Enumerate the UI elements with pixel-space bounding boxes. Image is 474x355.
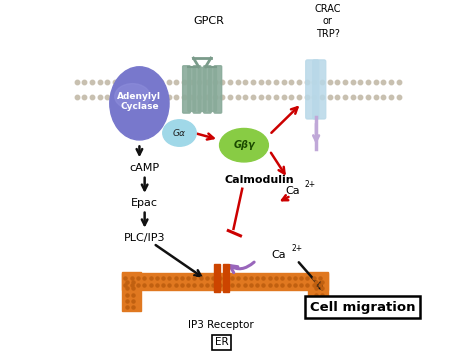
FancyBboxPatch shape (198, 67, 206, 111)
Bar (309, 272, 328, 311)
Text: Gα: Gα (173, 129, 186, 137)
Bar (122, 273, 328, 290)
FancyBboxPatch shape (306, 60, 319, 119)
Text: Calmodulin: Calmodulin (225, 175, 294, 185)
Bar (223, 264, 229, 291)
Bar (214, 264, 220, 291)
Ellipse shape (110, 67, 169, 140)
Text: cAMP: cAMP (129, 163, 160, 173)
Text: CRAC
or
TRP?: CRAC or TRP? (314, 4, 341, 39)
Bar (122, 272, 141, 311)
FancyBboxPatch shape (182, 66, 190, 113)
FancyBboxPatch shape (193, 66, 201, 113)
Text: ER: ER (215, 337, 228, 347)
Text: PLC/IP3: PLC/IP3 (124, 233, 165, 242)
FancyBboxPatch shape (313, 60, 326, 119)
Text: 2+: 2+ (291, 244, 302, 253)
FancyBboxPatch shape (203, 66, 211, 113)
Text: Cell migration: Cell migration (310, 301, 415, 314)
FancyBboxPatch shape (214, 66, 222, 113)
Text: 2+: 2+ (305, 180, 316, 189)
Ellipse shape (219, 129, 268, 162)
Text: Ca: Ca (286, 186, 301, 196)
Text: GPCR: GPCR (194, 16, 225, 27)
Ellipse shape (163, 120, 196, 146)
FancyBboxPatch shape (209, 67, 217, 111)
Ellipse shape (115, 83, 150, 109)
Text: Gβγ: Gβγ (233, 140, 255, 150)
Text: Epac: Epac (131, 198, 158, 208)
FancyBboxPatch shape (188, 67, 196, 111)
Text: Adenylyl
Cyclase: Adenylyl Cyclase (118, 92, 162, 111)
Text: Ca: Ca (272, 250, 286, 260)
Text: IP3 Receptor: IP3 Receptor (189, 320, 254, 330)
